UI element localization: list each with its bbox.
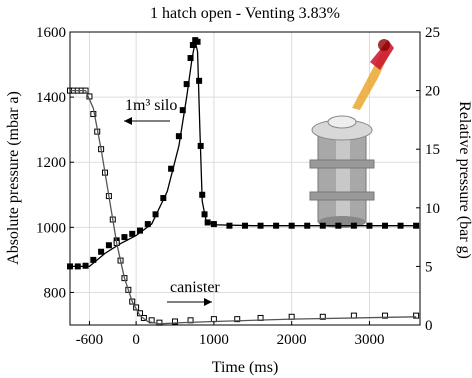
silo-illustration bbox=[309, 39, 394, 228]
y2-tick-label: 25 bbox=[425, 25, 440, 41]
data-point bbox=[234, 316, 241, 323]
annotation: canister bbox=[170, 279, 220, 296]
data-point bbox=[172, 318, 178, 325]
annotation: 1m³ silo bbox=[125, 97, 177, 114]
data-point bbox=[121, 234, 128, 241]
data-point bbox=[413, 312, 420, 319]
data-point bbox=[183, 81, 190, 88]
y2-tick-label: 10 bbox=[425, 201, 440, 217]
y2-tick-label: 20 bbox=[425, 84, 440, 100]
x-tick-label: 1000 bbox=[199, 332, 229, 348]
y-tick-label: 1200 bbox=[36, 155, 66, 171]
data-point bbox=[187, 55, 194, 62]
data-point bbox=[82, 262, 89, 269]
chart-title: 1 hatch open - Venting 3.83% bbox=[150, 5, 340, 22]
data-point bbox=[98, 248, 105, 255]
y2-tick-label: 15 bbox=[425, 142, 440, 158]
data-point bbox=[129, 230, 136, 237]
x-tick-label: 2000 bbox=[277, 332, 307, 348]
data-point bbox=[179, 107, 186, 114]
x-tick-label: 3000 bbox=[354, 332, 384, 348]
y-tick-label: 800 bbox=[44, 285, 67, 301]
axes-frame bbox=[69, 31, 421, 326]
data-point bbox=[175, 133, 182, 140]
y-tick-label: 1000 bbox=[36, 220, 66, 236]
y2-tick-label: 5 bbox=[425, 259, 433, 275]
data-point bbox=[319, 313, 326, 320]
y2-tick-label: 0 bbox=[425, 318, 433, 334]
y-tick-label: 1600 bbox=[36, 25, 66, 41]
y2-axis-title: Relative pressure (bar g) bbox=[456, 101, 472, 259]
arrow-head bbox=[204, 298, 212, 306]
series-line bbox=[70, 41, 417, 268]
data-point bbox=[382, 312, 388, 319]
x-tick-label: 0 bbox=[132, 332, 140, 348]
series-line bbox=[70, 89, 417, 325]
y-axis-title: Absolute pressure (mbar a) bbox=[5, 91, 22, 265]
x-axis-title: Time (ms) bbox=[212, 359, 279, 376]
y-tick-label: 1400 bbox=[36, 90, 66, 106]
x-tick-label: -600 bbox=[76, 332, 104, 348]
data-point bbox=[105, 242, 112, 249]
arrow-head bbox=[124, 117, 132, 125]
